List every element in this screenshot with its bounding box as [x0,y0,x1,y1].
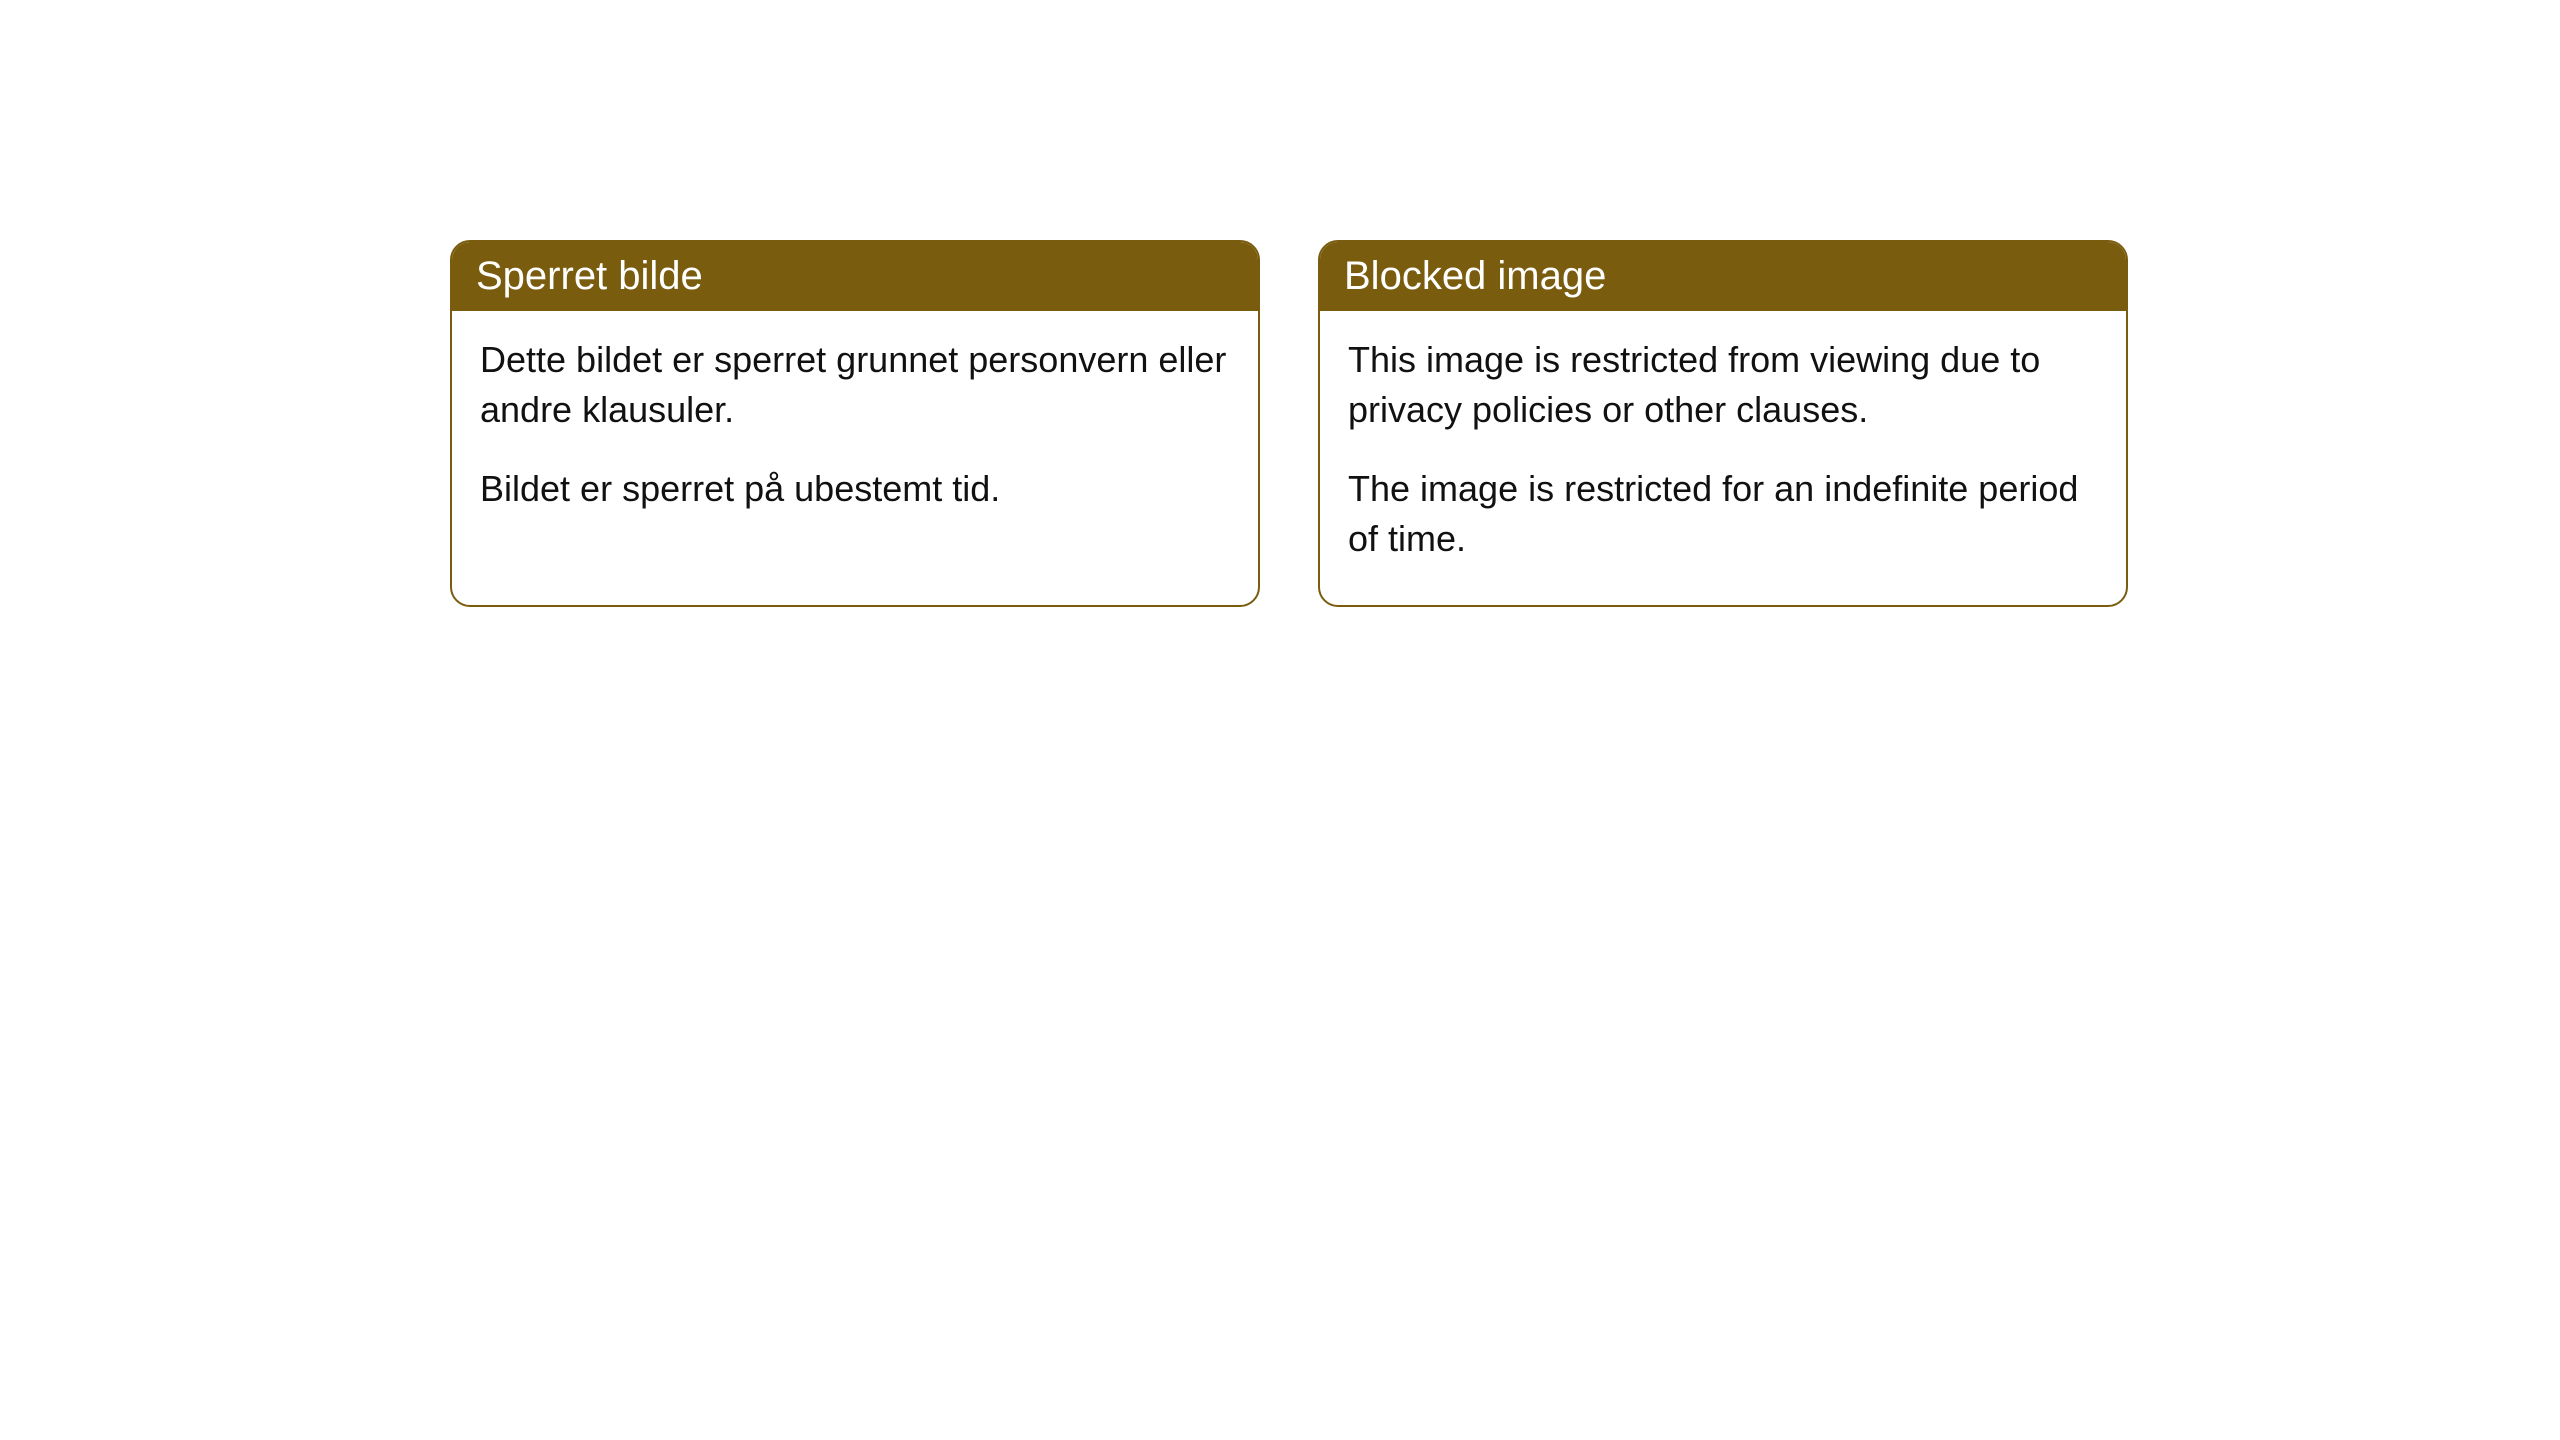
notice-cards-container: Sperret bilde Dette bildet er sperret gr… [450,240,2128,607]
card-paragraph-english-2: The image is restricted for an indefinit… [1348,464,2098,565]
card-title-english: Blocked image [1344,254,1606,298]
card-body-english: This image is restricted from viewing du… [1320,311,2126,605]
card-header-norwegian: Sperret bilde [452,242,1258,311]
card-header-english: Blocked image [1320,242,2126,311]
card-title-norwegian: Sperret bilde [476,254,703,298]
notice-card-norwegian: Sperret bilde Dette bildet er sperret gr… [450,240,1260,607]
card-paragraph-english-1: This image is restricted from viewing du… [1348,335,2098,436]
card-body-norwegian: Dette bildet er sperret grunnet personve… [452,311,1258,554]
card-paragraph-norwegian-1: Dette bildet er sperret grunnet personve… [480,335,1230,436]
card-paragraph-norwegian-2: Bildet er sperret på ubestemt tid. [480,464,1230,514]
notice-card-english: Blocked image This image is restricted f… [1318,240,2128,607]
